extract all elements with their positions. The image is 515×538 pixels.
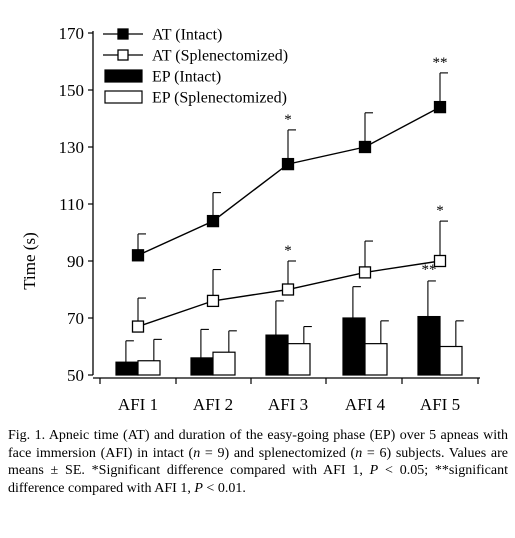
legend-marker xyxy=(117,49,129,61)
x-tick-label: AFI 2 xyxy=(193,395,233,410)
significance-label: * xyxy=(284,112,292,128)
y-axis-label: Time (s) xyxy=(20,232,39,289)
significance-label: * xyxy=(284,243,292,259)
data-point-at-intact xyxy=(358,140,372,154)
x-tick-label: AFI 1 xyxy=(118,395,158,410)
data-point-at-splenectomized xyxy=(358,266,372,279)
bar-ep-splenectomized xyxy=(137,360,161,376)
y-tick-label: 90 xyxy=(67,252,84,271)
bar-ep-intact xyxy=(115,361,139,376)
bar-ep-splenectomized xyxy=(287,343,311,376)
figure-caption: Fig. 1. Apneic time (AT) and duration of… xyxy=(8,427,508,497)
bar-ep-splenectomized xyxy=(212,351,236,376)
data-point-at-splenectomized xyxy=(433,254,447,268)
x-tick-label: AFI 4 xyxy=(345,395,386,410)
series-line-at-intact xyxy=(137,106,441,256)
bar-ep-splenectomized xyxy=(439,345,463,376)
significance-label: ** xyxy=(422,262,437,278)
caption-var: n xyxy=(355,445,363,461)
y-tick-label: 70 xyxy=(67,309,84,328)
caption-var: P xyxy=(194,480,203,496)
significance-label: ** xyxy=(433,55,448,71)
bar-ep-splenectomized xyxy=(364,343,388,376)
data-point-at-intact xyxy=(281,157,295,171)
bar-ep-intact xyxy=(265,334,289,376)
caption-var: P xyxy=(369,463,379,478)
legend-swatch xyxy=(104,90,143,104)
y-tick-label: 150 xyxy=(59,81,85,100)
caption-text: = 9) and splenectomized ( xyxy=(200,445,356,461)
bar-layer: ** xyxy=(115,262,464,376)
data-point-at-splenectomized xyxy=(206,294,220,308)
caption-fig-label: Fig. 1. xyxy=(8,428,46,443)
x-tick-label: AFI 3 xyxy=(268,395,308,410)
data-point-at-splenectomized xyxy=(131,320,145,333)
legend-swatch xyxy=(104,69,143,83)
y-tick-label: 170 xyxy=(59,24,85,43)
caption-text: < 0.05; **significant difference compare… xyxy=(8,463,508,496)
legend-label: AT (Splenectomized) xyxy=(152,48,288,65)
x-tick-label: AFI 5 xyxy=(420,395,460,410)
significance-label: * xyxy=(436,203,444,219)
bar-ep-intact xyxy=(417,315,441,376)
axes: 50 70 90 110 130 150 170 Time (s) AFI 1 AFI 2 AFI … xyxy=(20,24,480,410)
caption-text: < 0.01. xyxy=(202,480,246,496)
data-point-at-intact xyxy=(206,214,220,228)
caption-text: = 6) subjects. Values are means ± SE. *S… xyxy=(8,445,509,479)
data-point-at-intact xyxy=(433,100,447,114)
legend-label: EP (Splenectomized) xyxy=(152,90,287,107)
data-point-at-intact xyxy=(131,249,145,262)
legend: AT (Intact) AT (Splenectomized) EP (Intact… xyxy=(103,27,288,107)
y-tick-label: 50 xyxy=(67,366,84,385)
line-layer: ***** xyxy=(131,55,448,333)
caption-text: Apneic time (AT) and duration of the eas… xyxy=(8,428,508,461)
caption-var: n xyxy=(193,445,201,461)
data-point-at-splenectomized xyxy=(281,283,295,296)
legend-label: AT (Intact) xyxy=(152,27,222,44)
chart: 50 70 90 110 130 150 170 Time (s) AFI 1 AFI 2 AFI … xyxy=(20,24,480,410)
bar-ep-intact xyxy=(342,317,366,376)
bar-ep-intact xyxy=(190,357,214,376)
y-tick-label: 130 xyxy=(59,138,85,157)
legend-label: EP (Intact) xyxy=(152,69,221,86)
y-tick-label: 110 xyxy=(59,195,84,214)
legend-marker xyxy=(117,28,129,40)
